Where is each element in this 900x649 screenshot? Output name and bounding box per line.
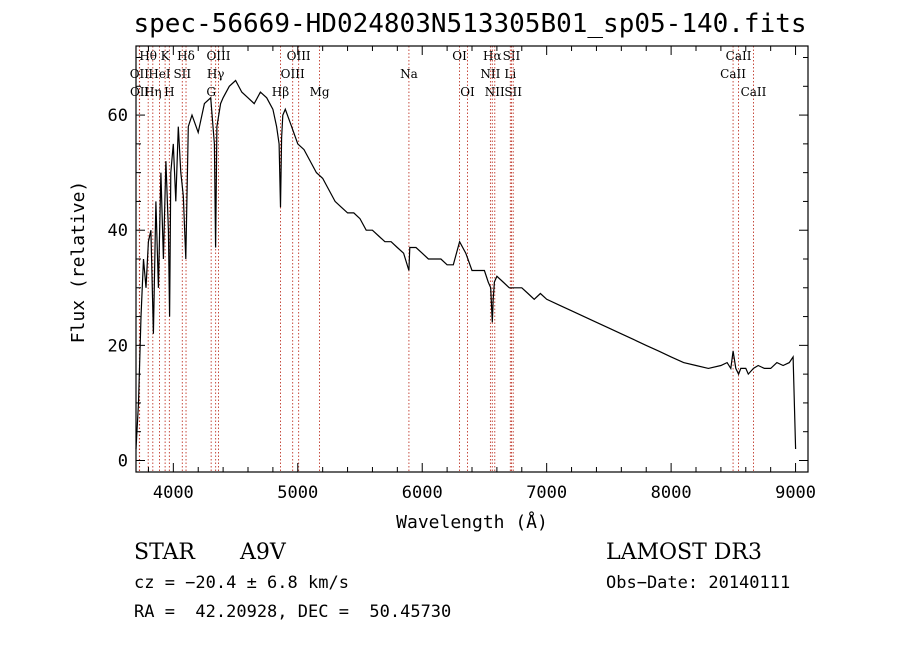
line-label-16: Na (400, 67, 418, 81)
x-tick-label-0: 4000 (153, 483, 194, 503)
line-label-10: Hγ (207, 67, 225, 81)
plot-frame (135, 45, 809, 473)
line-label-7: H (164, 85, 174, 99)
axis-ticks-layer: 4000 5000 6000 7000 8000 9000 0 20 40 60 (108, 46, 816, 503)
chart-title: spec-56669-HD024803N513305B01_sp05-140.f… (133, 9, 806, 39)
line-label-26: CaII (720, 67, 746, 81)
line-label-12: OIII (287, 49, 311, 63)
survey-name: LAMOST DR3 (606, 540, 762, 565)
line-label-17: OI (452, 49, 467, 63)
line-label-20: SII (503, 49, 521, 63)
line-label-23: NII (485, 85, 505, 99)
x-axis-label: Wavelength (Å) (396, 511, 548, 533)
y-tick-label-3: 60 (108, 106, 128, 126)
line-label-21: NII (480, 67, 500, 81)
line-label-15: Mg (310, 85, 330, 99)
line-label-3: Hη (144, 85, 162, 99)
line-label-0: Hθ (139, 49, 157, 63)
y-axis-label: Flux (relative) (68, 181, 89, 344)
obs-date: Obs−Date: 20140111 (606, 573, 791, 593)
line-label-27: CaII (741, 85, 767, 99)
line-label-11: G (206, 85, 216, 99)
object-subclass: A9V (240, 540, 286, 565)
x-tick-label-3: 7000 (526, 483, 567, 503)
x-tick-label-5: 9000 (775, 483, 816, 503)
spectrum-series-line (135, 79, 797, 450)
x-tick-label-2: 6000 (402, 483, 443, 503)
line-label-14: Hβ (272, 85, 289, 99)
line-label-8: Hδ (177, 49, 195, 63)
coordinates: RA = 42.20928, DEC = 50.45730 (134, 602, 452, 622)
line-label-19: Hα (483, 49, 502, 63)
line-label-13: OIII (281, 67, 305, 81)
y-tick-label-1: 20 (108, 336, 128, 356)
redshift-text: cz = −20.4 ± 6.8 km/s (134, 573, 349, 593)
line-label-2: OII (130, 85, 150, 99)
x-tick-label-4: 8000 (651, 483, 692, 503)
line-label-22: Li (504, 67, 516, 81)
line-label-6: SII (173, 67, 191, 81)
object-class: STAR (134, 540, 195, 565)
line-label-5: K (161, 49, 171, 63)
y-tick-label-0: 0 (118, 451, 128, 471)
line-label-18: OI (460, 85, 475, 99)
y-tick-label-2: 40 (108, 221, 128, 241)
line-label-25: CaII (726, 49, 752, 63)
line-label-24: SII (504, 85, 522, 99)
line-label-9: OIII (206, 49, 230, 63)
x-tick-label-1: 5000 (277, 483, 318, 503)
line-label-4: HeI (148, 67, 171, 81)
